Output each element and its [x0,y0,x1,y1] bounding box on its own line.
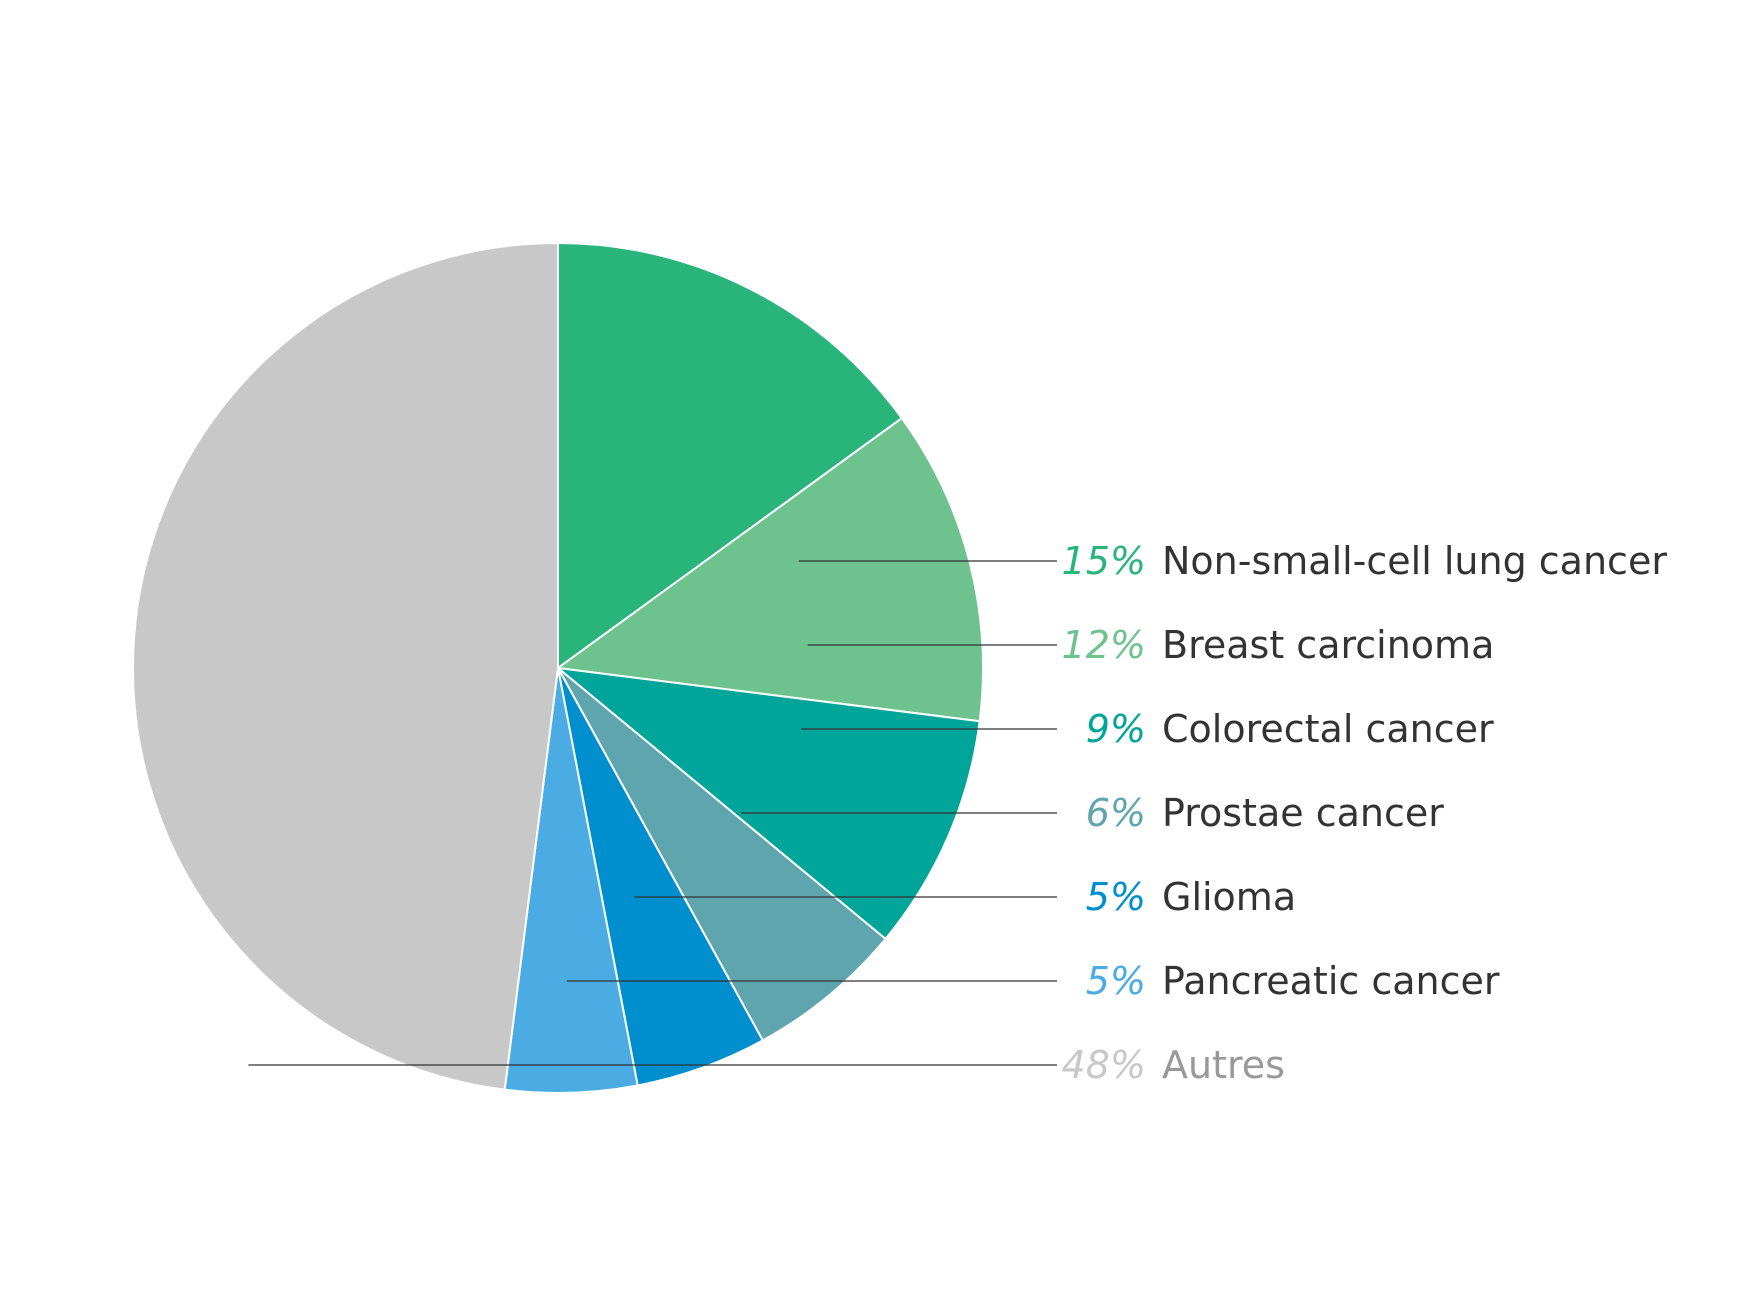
slice-label-pancreatic-cancer: Pancreatic cancer [1162,959,1500,1003]
slice-label-non-small-cell-lung-cancer: Non-small-cell lung cancer [1162,539,1667,583]
slice-label-autres: Autres [1162,1043,1285,1087]
pie-slices [131,241,984,1094]
slice-label-breast-carcinoma: Breast carcinoma [1162,623,1494,667]
slice-percent-glioma: 5% [1086,875,1146,919]
slice-label-colorectal-cancer: Colorectal cancer [1162,707,1494,751]
slice-percent-non-small-cell-lung-cancer: 15% [1062,539,1146,583]
slice-percent-colorectal-cancer: 9% [1086,707,1146,751]
slice-percent-prostae-cancer: 6% [1086,791,1146,835]
pie-slice-autres [131,241,559,1091]
slice-percent-autres: 48% [1062,1043,1146,1087]
slice-label-glioma: Glioma [1162,875,1296,919]
slice-label-prostae-cancer: Prostae cancer [1162,791,1444,835]
legend-labels: 15% Non-small-cell lung cancer 12% Breast c… [1062,539,1668,1087]
pie-slice-prostae-cancer [557,667,887,1042]
pie-slice-colorectal-cancer [554,666,981,941]
slice-percent-breast-carcinoma: 12% [1062,623,1146,667]
pie-slice-non-small-cell-lung-cancer [557,241,904,670]
leader-lines [248,560,1057,1066]
slice-percent-pancreatic-cancer: 5% [1086,959,1146,1003]
